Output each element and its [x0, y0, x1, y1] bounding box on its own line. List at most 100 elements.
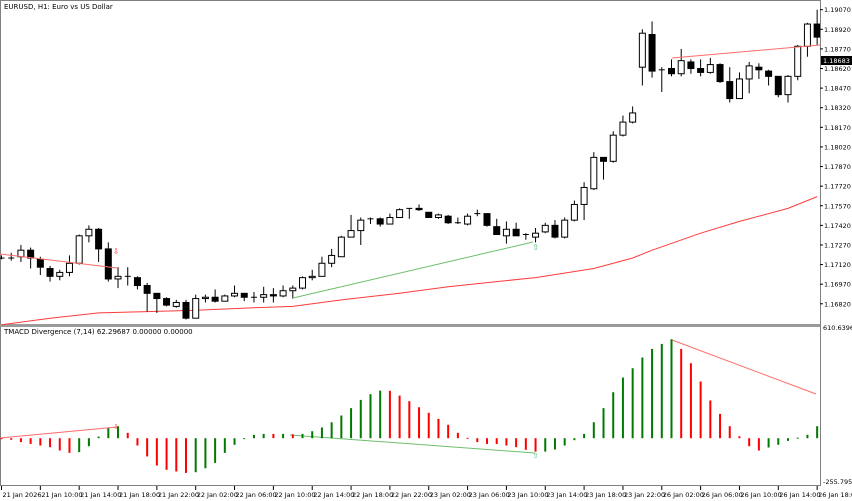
candle-body-bearish [211, 296, 219, 302]
histogram-bar-rising [350, 408, 353, 439]
candle [85, 225, 93, 243]
candle-body-bullish [56, 271, 64, 277]
time-axis-label: 26 Jan 02:00 [663, 491, 704, 499]
candle [803, 22, 811, 57]
histogram-bar-rising [583, 433, 586, 439]
candle-body-bearish [755, 66, 763, 71]
price-axis-label: 1.17270 [824, 241, 851, 249]
histogram-bar-falling [165, 438, 168, 470]
candle [493, 218, 501, 236]
candle [794, 44, 802, 81]
candle-body-bullish [201, 296, 209, 300]
price-axis-label: 1.18770 [824, 45, 851, 53]
candle-body-bullish [619, 121, 627, 136]
candle-body-bearish [444, 215, 452, 224]
histogram-bar-falling [398, 395, 401, 439]
candle-body-bullish [570, 203, 578, 221]
candle [745, 61, 753, 94]
candle [231, 285, 239, 298]
candle-body-bearish [133, 277, 141, 286]
candles-layer [0, 9, 821, 320]
candle-body-bullish [318, 262, 326, 277]
candle [619, 115, 627, 137]
candle-body-bearish [512, 228, 520, 237]
histogram-bar-falling [184, 438, 187, 473]
candle-body-bullish [532, 232, 540, 238]
histogram-bar-rising [573, 438, 576, 441]
price-axis-label: 1.16820 [824, 300, 851, 308]
histogram-bar-rising [670, 339, 673, 439]
candle [318, 256, 326, 277]
candle [813, 9, 821, 45]
candle-body-bearish [765, 70, 773, 77]
price-axis[interactable]: 1.19070 1.18920 1.18770 1.18620 1.18470 1.183… [820, 0, 851, 486]
histogram-bar-rising [592, 422, 595, 439]
price-axis-label: 1.18170 [824, 124, 851, 132]
candle [406, 207, 413, 219]
indicator-buy-marker-icon: ⇧ [533, 452, 539, 460]
candle [502, 221, 510, 244]
candle-body-bullish [357, 219, 365, 232]
candle [638, 29, 646, 86]
candle [706, 58, 714, 74]
candle-body-bearish [687, 61, 695, 69]
histogram-bar-rising [767, 438, 770, 448]
histogram-bar-rising [282, 433, 285, 439]
candle-body-bearish [697, 67, 705, 73]
candle [454, 217, 461, 225]
candle-body-bearish [27, 249, 35, 259]
candle [56, 269, 64, 281]
candle [580, 182, 588, 221]
candle [774, 75, 782, 98]
candle [36, 256, 44, 276]
candle [328, 248, 336, 268]
histogram-bar-falling [447, 424, 450, 439]
histogram-bar-falling [0, 438, 3, 440]
candle-body-bearish [774, 75, 782, 96]
candle-body-bullish [677, 60, 685, 75]
candle [269, 288, 277, 303]
candle-body-bearish [415, 207, 423, 211]
histogram-bar-falling [39, 438, 42, 446]
candle [483, 213, 491, 227]
histogram-bar-falling [49, 438, 52, 448]
price-axis-label: 1.17120 [824, 261, 851, 269]
histogram-bar-rising [777, 438, 780, 445]
candle-body-bullish [794, 45, 802, 77]
candle [697, 59, 705, 77]
histogram-bar-rising [87, 438, 90, 447]
histogram-bar-rising [330, 422, 333, 439]
histogram-bar-falling [29, 438, 32, 444]
time-axis-label: 22 Jan 14:00 [313, 491, 354, 499]
price-axis-label: 1.18320 [824, 104, 851, 112]
sell-arrow-icon: ⇩ [113, 247, 120, 256]
candle-body-bullish [172, 301, 180, 307]
time-axis-label: 23 Jan 02:00 [430, 491, 471, 499]
histogram-bar-falling [68, 438, 71, 453]
candle [687, 59, 695, 74]
candle [0, 255, 5, 260]
candle-body-bullish [803, 23, 811, 47]
histogram-bar-rising [621, 377, 624, 439]
histogram-bar-rising [806, 434, 809, 439]
histogram-bar-falling [291, 434, 294, 439]
price-axis-label: 1.16970 [824, 281, 851, 289]
candle-body-bullish [590, 156, 598, 190]
candle [114, 267, 122, 289]
histogram-bar-rising [563, 438, 566, 446]
candle [347, 214, 355, 238]
candle [104, 242, 112, 282]
candle [474, 209, 481, 217]
pane-separator[interactable] [0, 324, 821, 327]
candle [172, 299, 180, 308]
histogram-bar-falling [10, 438, 13, 440]
candle [357, 217, 365, 245]
histogram-bar-falling [427, 412, 430, 439]
histogram-bar-falling [408, 401, 411, 439]
histogram-bar-falling [136, 438, 139, 446]
candle [512, 222, 520, 237]
histogram-bar-falling [19, 438, 22, 443]
candle [532, 227, 540, 243]
